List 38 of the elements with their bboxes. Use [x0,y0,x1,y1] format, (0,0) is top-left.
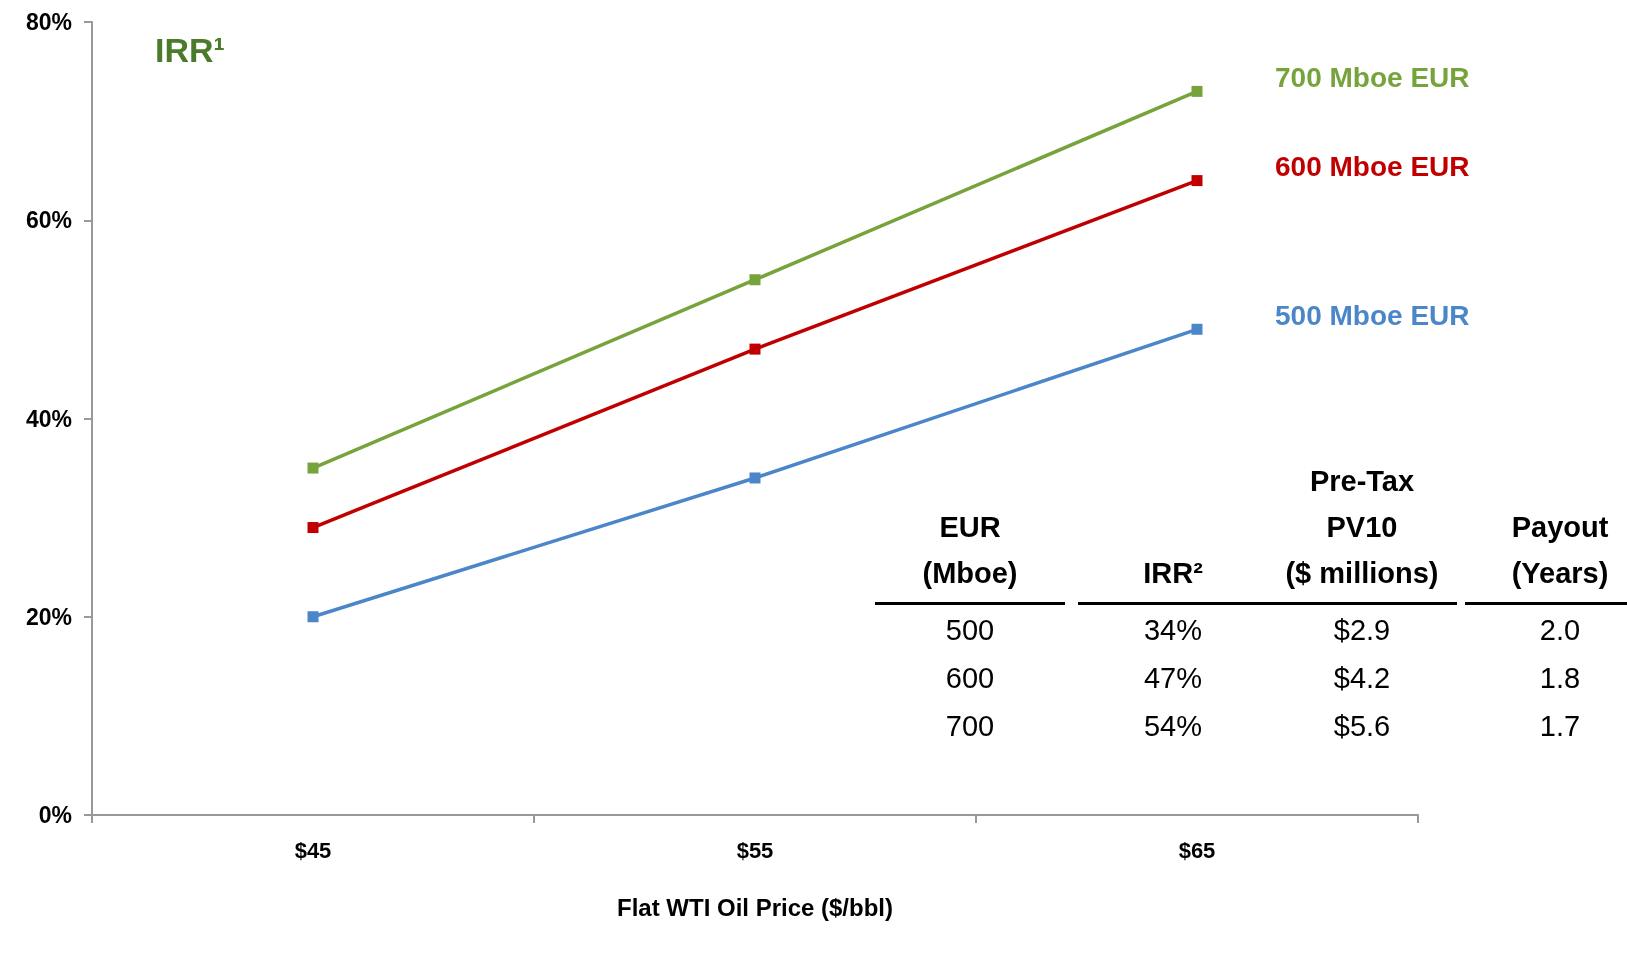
annotation: 600 [944,661,996,696]
x-tick-label: $55 [736,837,774,863]
annotation: $4.2 [1332,661,1392,696]
y-tick-label: 60% [25,207,72,234]
point [307,522,319,534]
annotation: 34% [1142,613,1203,648]
text: 2.0 [1538,613,1582,648]
text: 500 Mboe EUR [1275,299,1470,331]
point [307,611,319,623]
annotation: 700 [944,709,996,744]
point [1191,175,1203,187]
annotation: 500 [944,613,996,648]
annotation: IRR² [1142,556,1204,591]
point [749,343,761,355]
x-tick-label: $65 [1178,837,1216,863]
text: 600 Mboe EUR [1275,151,1470,183]
text: Payout (Years) [1510,510,1610,591]
annotation: Pre-Tax PV10 ($ millions) [1284,464,1440,591]
text: 1.8 [1538,661,1582,696]
annotation: EUR (Mboe) [921,510,1019,591]
chart-title: IRR¹ [155,31,225,69]
point [1191,85,1203,97]
text: 1.7 [1538,709,1582,744]
y-tick-label: 80% [25,9,72,35]
x-tick-label: $45 [294,837,332,863]
point [307,462,319,474]
x-axis-title: Flat WTI Oil Price ($/bbl) [616,893,894,921]
point [749,472,761,484]
point [749,274,761,286]
y-tick-label: 20% [25,603,72,630]
annotation: $5.6 [1332,709,1392,744]
annotation: 47% [1142,661,1203,696]
y-tick-label: 40% [25,405,72,432]
point [1191,323,1203,335]
text: 700 Mboe EUR [1275,61,1470,93]
y-tick-label: 0% [38,802,72,828]
annotation: 54% [1142,709,1203,744]
annotation: $2.9 [1332,613,1392,648]
